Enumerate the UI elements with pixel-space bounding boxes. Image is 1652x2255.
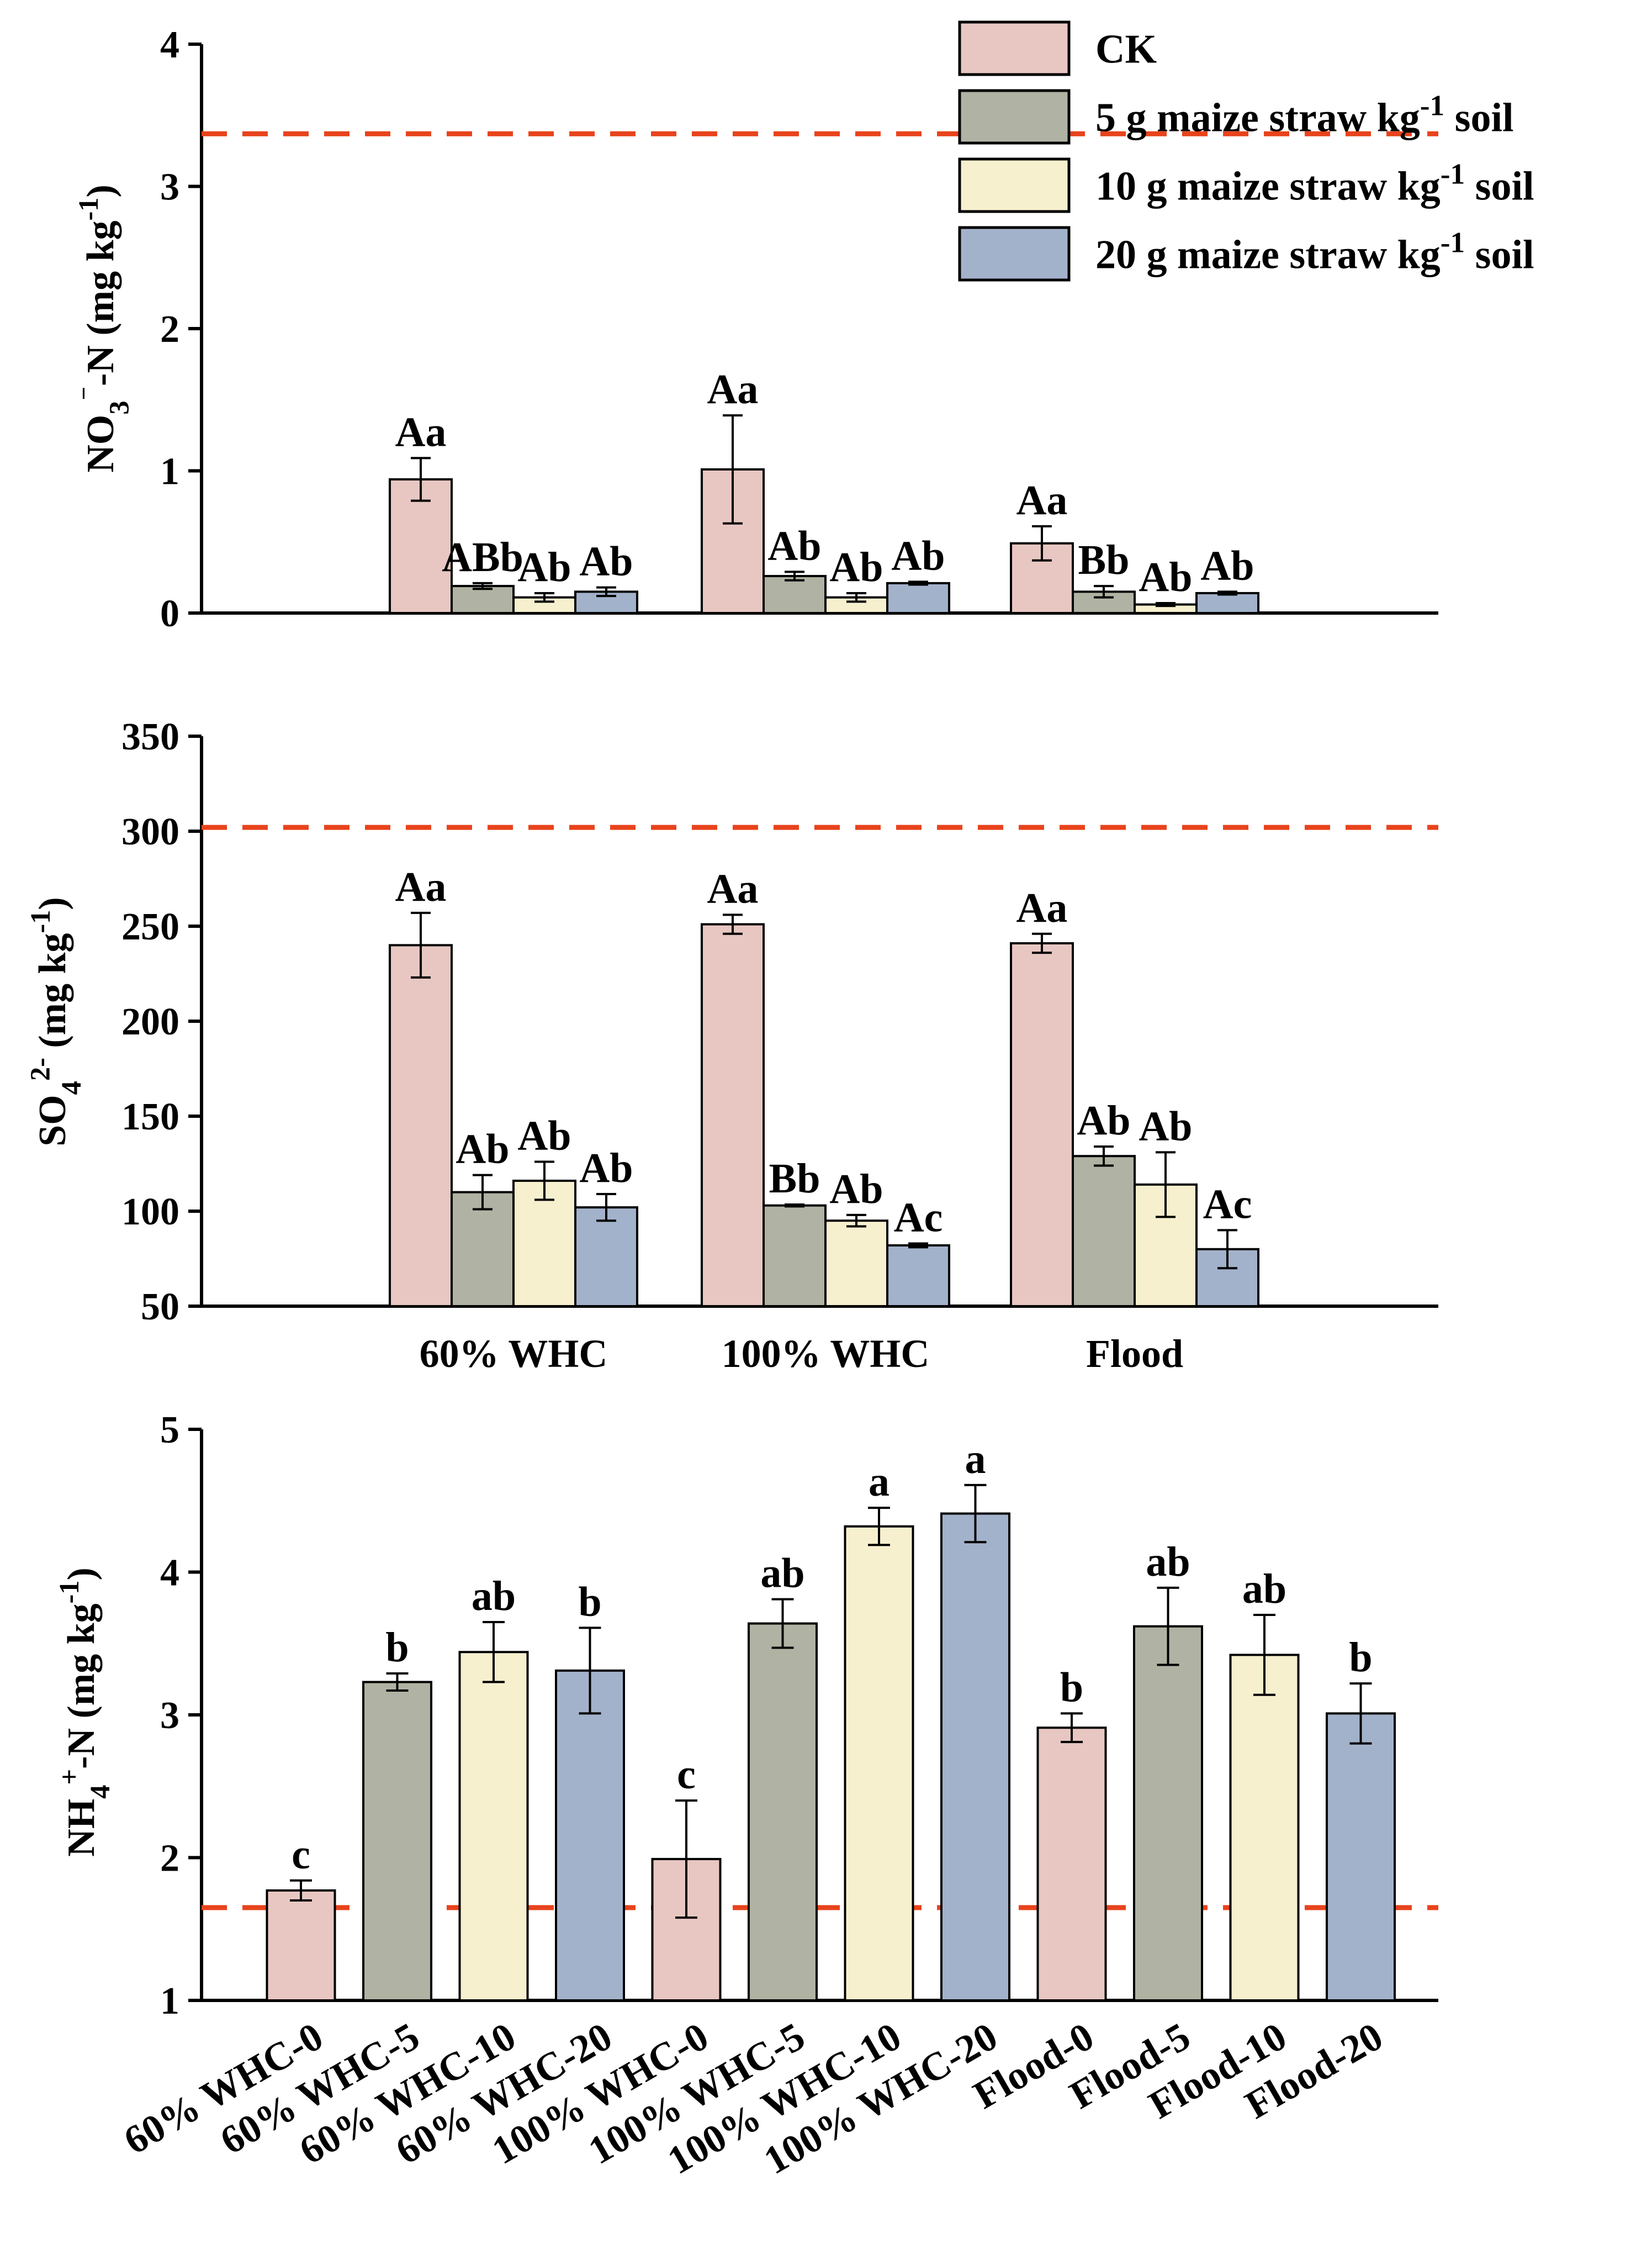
significance-letter: Aa xyxy=(395,409,447,455)
bar xyxy=(512,1179,576,1307)
significance-letter: Bb xyxy=(1078,537,1130,583)
bar xyxy=(886,1244,950,1307)
legend-swatch xyxy=(958,157,1071,213)
y-tick-label: 50 xyxy=(141,1286,179,1328)
significance-letter: ab xyxy=(760,1550,804,1597)
legend-swatch xyxy=(958,89,1071,145)
significance-letter: Ab xyxy=(1077,1097,1130,1144)
y-tick-label: 2 xyxy=(160,308,179,351)
significance-letter: Bb xyxy=(769,1155,820,1202)
bar xyxy=(555,1669,625,2001)
y-tick-label: 4 xyxy=(160,24,179,66)
bar xyxy=(701,923,765,1308)
bar xyxy=(763,575,827,615)
bar xyxy=(1326,1712,1396,2002)
x-category-label: 100% WHC xyxy=(722,1332,930,1376)
significance-letter: Ab xyxy=(1139,1103,1192,1149)
significance-letter: Ab xyxy=(1139,554,1192,600)
significance-letter: Ac xyxy=(894,1194,943,1240)
y-tick-label: 100 xyxy=(121,1191,179,1233)
y-tick-label: 3 xyxy=(160,1694,179,1737)
significance-letter: Aa xyxy=(1016,477,1068,524)
bar xyxy=(574,590,638,614)
y-axis-title: NO3⁻-N (mg kg-1) xyxy=(73,184,135,473)
y-tick-label: 0 xyxy=(160,593,179,635)
bar xyxy=(451,585,515,614)
significance-letter: Ab xyxy=(579,1145,633,1191)
y-tick-label: 1 xyxy=(160,451,179,493)
bar xyxy=(1072,1155,1136,1307)
significance-letter: a xyxy=(965,1436,986,1482)
bar xyxy=(574,1206,638,1308)
legend-label: 20 g maize straw kg-1 soil xyxy=(1095,226,1534,278)
y-tick-label: 300 xyxy=(121,811,179,853)
significance-letter: b xyxy=(385,1624,409,1671)
significance-letter: Ab xyxy=(579,538,633,585)
bar xyxy=(458,1651,529,2001)
significance-letter: c xyxy=(292,1831,310,1878)
bar xyxy=(824,1219,888,1307)
bar xyxy=(389,944,453,1307)
x-category-label: 60% WHC xyxy=(420,1332,608,1376)
y-tick-label: 1 xyxy=(160,1980,179,2022)
significance-letter: Ac xyxy=(1203,1181,1252,1227)
significance-letter: Ab xyxy=(517,1113,571,1159)
bar xyxy=(844,1525,914,2001)
bar xyxy=(748,1622,818,2002)
significance-letter: Ab xyxy=(517,544,571,590)
significance-letter: Ab xyxy=(891,532,945,579)
legend-label: CK xyxy=(1095,27,1157,72)
y-axis-title: SO42- (mg kg-1) xyxy=(25,897,87,1146)
significance-letter: Aa xyxy=(707,366,759,413)
bar xyxy=(362,1681,432,2001)
significance-letter: Aa xyxy=(1016,885,1068,931)
bar xyxy=(886,582,950,615)
significance-letter: Ab xyxy=(1200,542,1254,589)
significance-letter: Aa xyxy=(707,865,759,912)
significance-letter: ab xyxy=(472,1573,516,1619)
bar xyxy=(451,1191,515,1308)
y-tick-label: 200 xyxy=(121,1001,179,1043)
significance-letter: Ab xyxy=(829,544,883,590)
bar xyxy=(1036,1726,1107,2001)
y-tick-label: 250 xyxy=(121,906,179,948)
y-tick-label: 4 xyxy=(160,1552,179,1594)
legend: CK 5 g maize straw kg-1 soil 10 g maize st… xyxy=(958,20,1534,282)
significance-letter: c xyxy=(677,1751,696,1798)
significance-letter: Aa xyxy=(395,864,447,910)
y-tick-label: 5 xyxy=(160,1409,179,1451)
bar xyxy=(1010,942,1074,1307)
significance-letter: Ab xyxy=(767,522,821,569)
legend-swatch xyxy=(958,20,1071,76)
significance-letter: Ab xyxy=(456,1126,509,1173)
significance-letter: ab xyxy=(1146,1539,1190,1585)
bar xyxy=(1133,1625,1203,2001)
y-tick-label: 350 xyxy=(121,716,179,758)
x-category-label: Flood xyxy=(1086,1332,1183,1376)
y-axis-title: NH4+-N (mg kg-1) xyxy=(54,1567,115,1857)
significance-letter: ab xyxy=(1242,1566,1286,1612)
bar xyxy=(266,1889,336,2002)
significance-letter: ABb xyxy=(442,534,523,580)
bar xyxy=(1195,592,1259,614)
y-tick-label: 150 xyxy=(121,1096,179,1138)
bar xyxy=(1229,1654,1300,2001)
bar xyxy=(763,1204,827,1307)
significance-letter: Ab xyxy=(829,1166,883,1212)
significance-letter: a xyxy=(869,1459,889,1505)
y-tick-label: 2 xyxy=(160,1837,179,1880)
legend-label: 10 g maize straw kg-1 soil xyxy=(1095,157,1534,209)
legend-label: 5 g maize straw kg-1 soil xyxy=(1095,89,1514,141)
significance-letter: b xyxy=(578,1578,601,1625)
legend-swatch xyxy=(958,226,1071,282)
y-tick-label: 3 xyxy=(160,166,179,209)
bar xyxy=(940,1512,1010,2001)
significance-letter: b xyxy=(1349,1634,1372,1681)
significance-letter: b xyxy=(1060,1664,1083,1710)
